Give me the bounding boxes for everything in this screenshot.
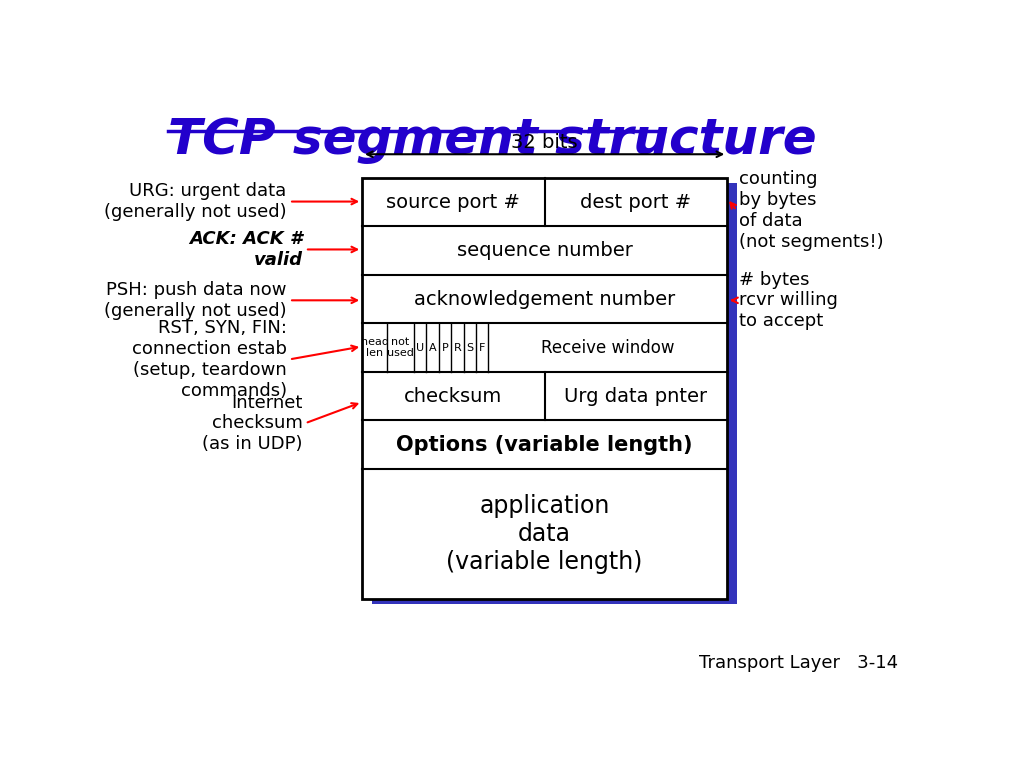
Text: Receive window: Receive window [541,339,675,356]
Text: ACK: ACK #
valid: ACK: ACK # valid [189,230,303,269]
Text: counting
by bytes
of data
(not segments!): counting by bytes of data (not segments!… [739,170,884,250]
Text: # bytes
rcvr willing
to accept: # bytes rcvr willing to accept [739,270,838,330]
Text: URG: urgent data
(generally not used): URG: urgent data (generally not used) [104,182,287,221]
Text: head
len: head len [360,337,388,359]
Text: A: A [429,343,436,353]
Text: PSH: push data now
(generally not used): PSH: push data now (generally not used) [104,281,287,319]
Text: sequence number: sequence number [457,241,633,260]
Text: Internet
checksum
(as in UDP): Internet checksum (as in UDP) [202,393,303,453]
Text: checksum: checksum [404,386,503,406]
Text: R: R [454,343,461,353]
Text: application
data
(variable length): application data (variable length) [446,494,643,574]
Text: dest port #: dest port # [581,193,691,212]
Text: S: S [466,343,473,353]
Bar [362,178,727,599]
Text: acknowledgement number: acknowledgement number [414,290,675,309]
Text: Urg data pnter: Urg data pnter [564,386,708,406]
Text: 32 bits: 32 bits [511,133,578,152]
Text: F: F [479,343,485,353]
Text: not
used: not used [387,337,414,359]
Text: U: U [416,343,424,353]
Text: P: P [441,343,449,353]
Text: Options (variable length): Options (variable length) [396,435,693,455]
Text: Transport Layer   3-14: Transport Layer 3-14 [698,654,898,672]
Text: RST, SYN, FIN:
connection estab
(setup, teardown
commands): RST, SYN, FIN: connection estab (setup, … [132,319,287,399]
Text: source port #: source port # [386,193,520,212]
Text: TCP segment structure: TCP segment structure [168,116,816,164]
Bar [373,183,737,604]
